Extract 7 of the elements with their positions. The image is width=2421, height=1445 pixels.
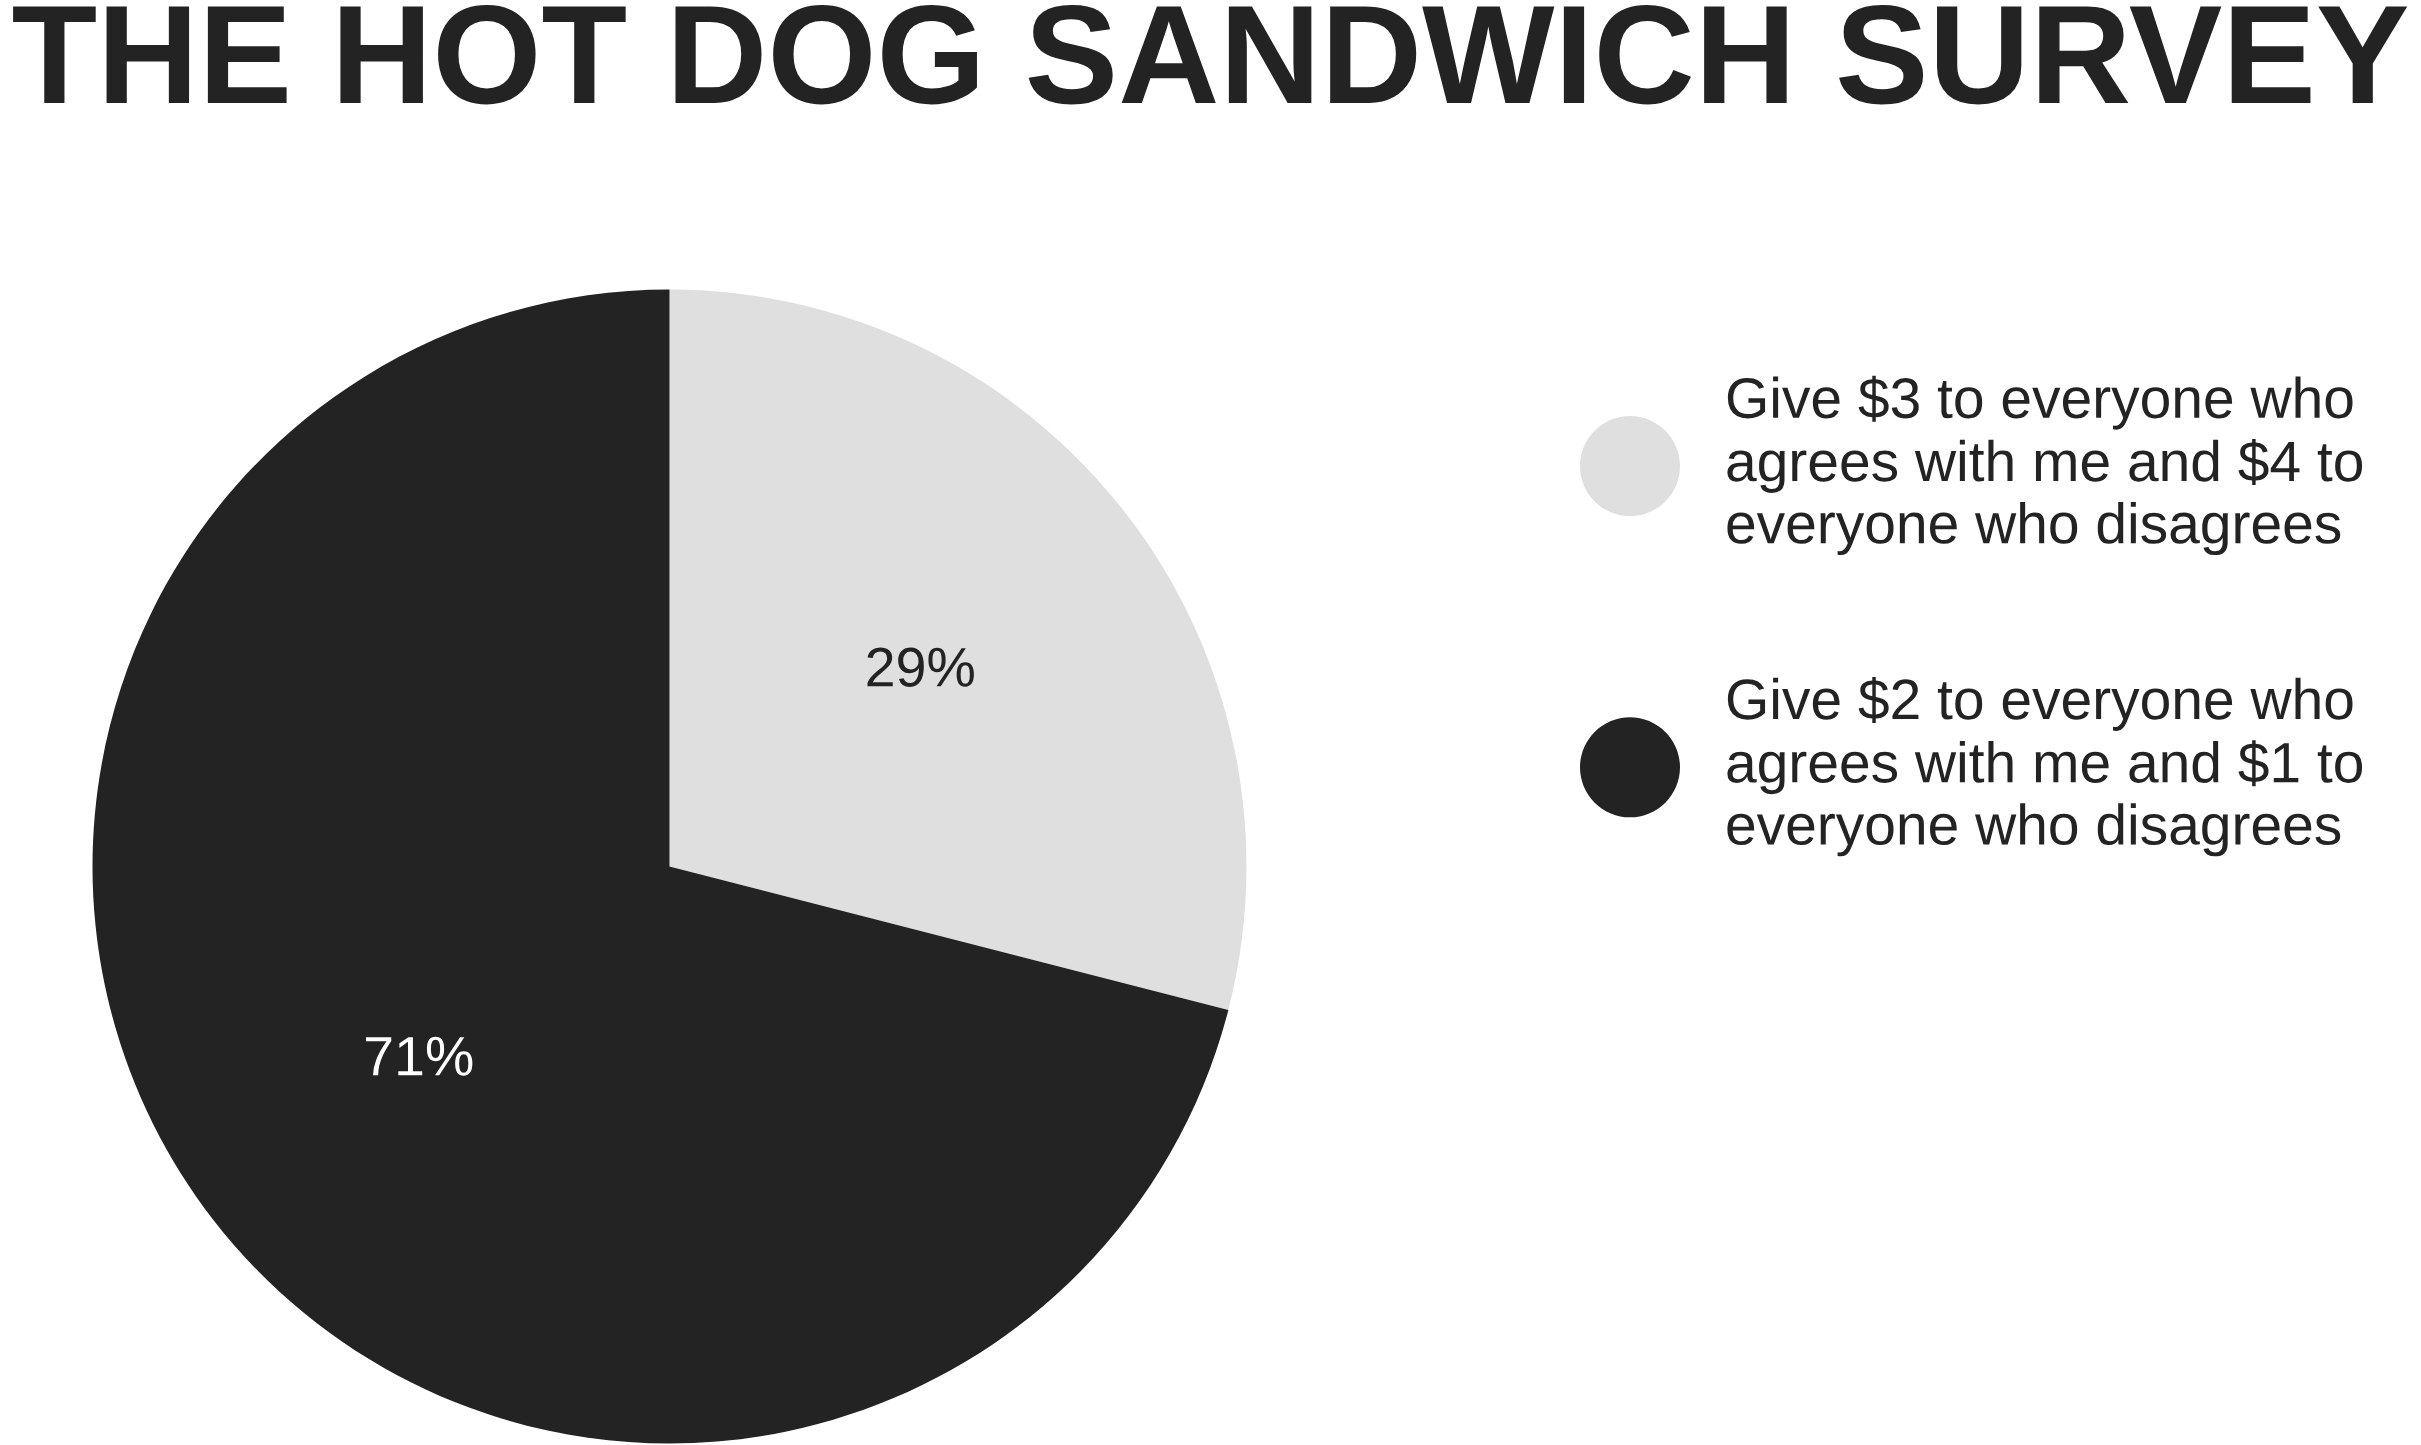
- pie-slice: [669, 289, 1247, 1010]
- pie-slice: [92, 289, 1229, 1444]
- data-label: 71%: [366, 1036, 473, 1076]
- data-label: 29%: [867, 647, 974, 687]
- chart-title: THE HOT DOG SANDWICH SURVEY: [13, 5, 2408, 105]
- legend-label: Give $2 to everyone who agrees with me and $1 to everyone who disagrees: [1727, 676, 2363, 857]
- legend-label: Give $3 to everyone who agrees with me and $4 to everyone who disagrees: [1727, 375, 2363, 556]
